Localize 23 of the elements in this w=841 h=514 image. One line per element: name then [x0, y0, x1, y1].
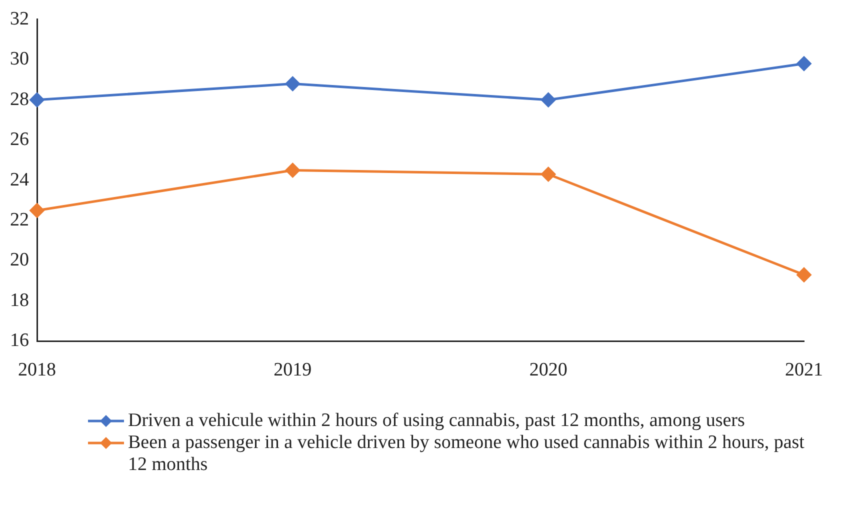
- y-tick-label: 30: [10, 48, 29, 70]
- point: [285, 76, 300, 92]
- y-tick-label: 26: [10, 129, 29, 150]
- y-tick-label: 24: [10, 169, 30, 190]
- y-tick-label: 18: [10, 290, 29, 311]
- y-tick-label: 20: [10, 250, 29, 271]
- point: [30, 92, 44, 108]
- legend-label: Been a passenger in a vehicle driven by someone who used cannabis within 2 hours, past 12 months: [128, 432, 806, 476]
- y-tick-label: 22: [10, 210, 29, 231]
- x-tick-label: 2020: [529, 360, 568, 381]
- x-tick-label: 2021: [785, 360, 823, 381]
- y-tick-label: 16: [10, 330, 29, 352]
- y-tick-label: 28: [10, 88, 29, 110]
- y-tick-label: 32: [10, 8, 29, 30]
- point: [541, 92, 556, 108]
- point: [796, 56, 812, 71]
- point: [541, 167, 556, 182]
- x-tick-label: 2019: [274, 360, 312, 381]
- point: [796, 268, 812, 282]
- point: [285, 162, 300, 178]
- point: [30, 203, 44, 218]
- legend-label: Driven a vehicule within 2 hours of using cannabis, past 12 months, among users: [128, 410, 746, 432]
- x-tick-label: 2018: [18, 360, 56, 381]
